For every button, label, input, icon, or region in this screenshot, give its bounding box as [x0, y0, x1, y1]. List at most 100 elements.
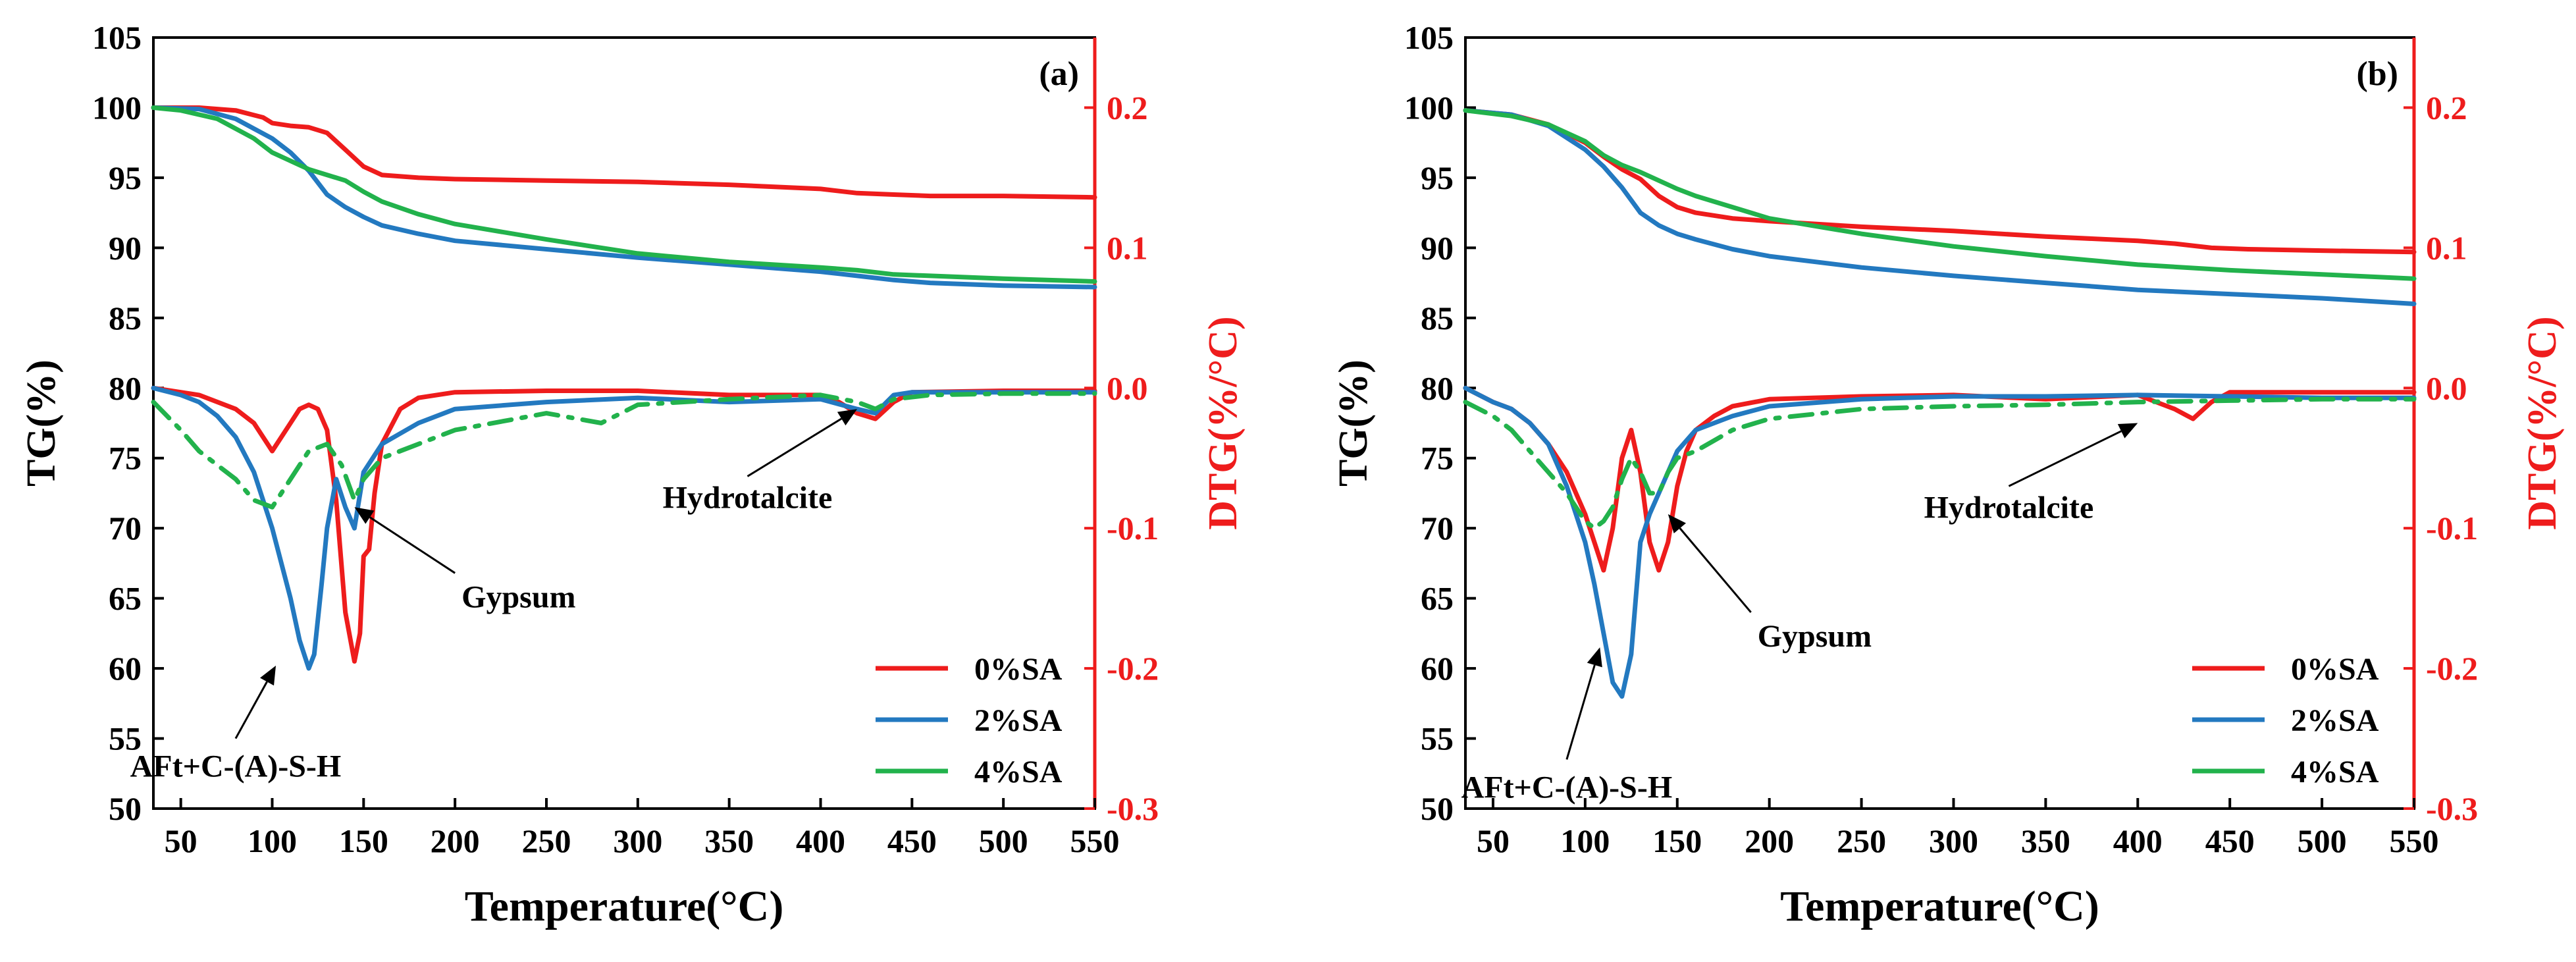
y-left-tick-label: 105 [1404, 19, 1454, 56]
series-line-4pctsa-dtg [151, 391, 1097, 510]
y-right-tick-label: 0.2 [2426, 89, 2467, 126]
y-left-tick-label: 75 [1421, 440, 1454, 477]
annotation-arrow-line [1565, 664, 1596, 760]
y-right-tick-label: -0.1 [2426, 510, 2478, 547]
annotation-label: Gypsum [1758, 619, 1872, 654]
annotation-arrowhead [1668, 514, 1687, 534]
y-left-tick-label: 50 [109, 790, 142, 827]
y-right-tick-label: -0.2 [1107, 650, 1159, 687]
x-tick-label: 150 [339, 822, 388, 859]
y-right-tick-label: -0.1 [1107, 510, 1159, 547]
y-right-axis-title: DTG(%/°C) [1201, 316, 1246, 529]
annotation-label: AFt+C-(A)-S-H [1461, 770, 1673, 805]
x-tick-label: 300 [1929, 822, 1978, 859]
y-right-tick-label: 0.0 [2426, 369, 2467, 406]
plot-frame [152, 36, 1096, 810]
y-left-tick-label: 55 [109, 720, 142, 757]
series-line-2pctsa-tg [151, 105, 1097, 290]
series-line-0pctsa-tg [151, 105, 1097, 200]
annotation-arrowhead [1587, 647, 1602, 668]
x-axis-title: Temperature(°C) [465, 882, 784, 930]
y-left-tick-label: 80 [1421, 369, 1454, 406]
x-tick-label: 550 [2390, 822, 2439, 859]
series-line-4pctsa-dtg [1463, 396, 2417, 531]
series-line-4pctsa-tg [1463, 108, 2417, 281]
x-tick-label: 50 [165, 822, 197, 859]
x-tick-label: 200 [431, 822, 480, 859]
annotation-label: Gypsum [461, 579, 575, 614]
annotation-arrow-line [747, 417, 842, 477]
x-tick-label: 350 [704, 822, 754, 859]
series-line-0pctsa-dtg [1463, 385, 2417, 573]
annotation-label: Hydrotalcite [663, 480, 833, 515]
y-left-axis-title: TG(%) [19, 360, 64, 487]
legend-label: 0%SA [2291, 652, 2379, 687]
y-left-tick-label: 70 [109, 510, 142, 547]
x-tick-label: 150 [1652, 822, 1702, 859]
y-right-tick-label: 0.2 [1107, 89, 1148, 126]
x-tick-label: 250 [521, 822, 571, 859]
y-left-tick-label: 65 [109, 580, 142, 617]
annotation-arrow-line [369, 516, 456, 574]
legend-label: 4%SA [974, 755, 1063, 789]
series-line-4pctsa-tg [151, 105, 1097, 284]
x-tick-label: 400 [796, 822, 845, 859]
panel-label: (b) [2356, 55, 2398, 93]
y-left-tick-label: 60 [109, 650, 142, 687]
plot-frame [1464, 36, 2415, 810]
x-tick-label: 350 [2021, 822, 2070, 859]
y-left-tick-label: 65 [1421, 580, 1454, 617]
series-line-2pctsa-dtg [1463, 385, 2417, 699]
y-left-tick-label: 80 [109, 369, 142, 406]
y-left-tick-label: 105 [92, 19, 142, 56]
annotation-arrow-line [234, 681, 268, 739]
x-tick-label: 250 [1837, 822, 1886, 859]
annotation-label: Hydrotalcite [1924, 490, 2094, 525]
y-left-tick-label: 100 [1404, 89, 1454, 126]
y-right-tick-label: -0.2 [2426, 650, 2478, 687]
x-axis-title: Temperature(°C) [1780, 882, 2099, 930]
annotation-arrowhead [260, 665, 276, 686]
panel-label: (a) [1039, 55, 1079, 93]
chart-panel-b: 50 100 150 200 250 300 350 400 450 500 550 50 55 60 65… [1331, 19, 2565, 930]
legend-label: 4%SA [2291, 755, 2379, 789]
y-right-tick-label: -0.3 [2426, 790, 2478, 827]
x-tick-label: 450 [887, 822, 937, 859]
y-left-tick-label: 85 [1421, 300, 1454, 336]
y-left-tick-label: 50 [1421, 790, 1454, 827]
y-left-tick-label: 100 [92, 89, 142, 126]
x-tick-label: 450 [2205, 822, 2255, 859]
y-right-tick-label: 0.1 [1107, 229, 1148, 266]
y-right-tick-label: 0.1 [2426, 229, 2467, 266]
x-tick-label: 50 [1477, 822, 1510, 859]
annotation-arrow-line [1679, 527, 1752, 613]
x-tick-label: 400 [2113, 822, 2163, 859]
annotation-label: AFt+C-(A)-S-H [130, 749, 342, 784]
series-line-0pctsa-tg [1463, 108, 2417, 255]
x-tick-label: 300 [613, 822, 662, 859]
y-left-tick-label: 90 [109, 229, 142, 266]
y-left-tick-label: 70 [1421, 510, 1454, 547]
y-right-tick-label: 0.0 [1107, 369, 1148, 406]
legend-label: 0%SA [974, 652, 1063, 687]
y-left-tick-label: 90 [1421, 229, 1454, 266]
y-left-tick-label: 60 [1421, 650, 1454, 687]
x-tick-label: 500 [2298, 822, 2347, 859]
annotation-arrowhead [837, 409, 858, 426]
series-line-2pctsa-tg [1463, 108, 2417, 306]
y-left-tick-label: 55 [1421, 720, 1454, 757]
x-tick-label: 100 [248, 822, 297, 859]
x-tick-label: 500 [979, 822, 1028, 859]
y-right-axis-title: DTG(%/°C) [2520, 316, 2565, 529]
legend-label: 2%SA [974, 703, 1063, 738]
y-left-axis-title: TG(%) [1331, 360, 1376, 487]
y-left-tick-label: 95 [1421, 159, 1454, 196]
y-left-tick-label: 75 [109, 440, 142, 477]
x-tick-label: 200 [1745, 822, 1794, 859]
annotation-arrow-line [2008, 430, 2122, 487]
x-tick-label: 100 [1560, 822, 1610, 859]
series-line-2pctsa-dtg [151, 385, 1097, 671]
y-left-tick-label: 95 [109, 159, 142, 196]
annotation-arrowhead [354, 507, 375, 524]
